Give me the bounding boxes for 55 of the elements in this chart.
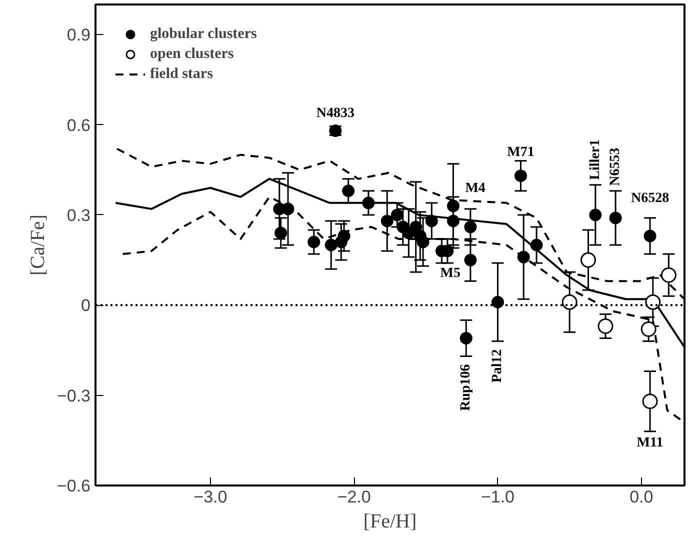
point [446,200,460,212]
annotation: M5 [440,266,460,282]
point [514,170,527,182]
y-tick-label: 0.6 [66,116,91,135]
annotation: M11 [636,435,664,450]
x-tick-label: −1.0 [480,488,515,506]
annotation: N6553 [608,148,624,186]
y-axis-title: [Ca/Fe] [26,214,49,276]
y-tick-label: −0.3 [56,386,90,406]
legend-label: globular clusters [150,25,257,43]
point [640,321,656,337]
point [308,236,320,248]
point [410,220,422,234]
annotation: N4833 [316,106,354,121]
x-tick-label: −2.0 [337,488,371,506]
y-tick-label: 0 [81,296,91,316]
annotation: Liller1 [588,139,603,180]
point [644,230,656,242]
point [598,318,614,334]
annotation: Rup106 [458,364,474,411]
legend-label: field stars [150,65,213,83]
point [491,296,504,308]
point [324,238,338,252]
point [342,184,355,198]
annotation: N6528 [630,190,670,206]
point [645,294,661,310]
legend-label: open clusters [150,45,234,63]
x-tick-label: 0.0 [630,488,654,506]
point [425,214,438,228]
point [609,212,622,224]
point [416,236,430,248]
point [589,208,602,222]
point [580,252,596,268]
point [530,238,543,252]
point [460,332,472,344]
y-tick-label: −0.6 [56,476,90,496]
point [464,220,477,234]
point [390,208,404,222]
x-tick-label: −3.0 [194,488,228,506]
y-tick-label: 0.3 [66,206,91,225]
y-tick-label: 0.9 [66,26,91,45]
point [274,226,288,240]
annotation: M71 [507,144,534,160]
point [446,214,460,228]
x-axis-title: [Fe/H] [363,510,417,532]
point [380,214,394,228]
point [660,267,676,283]
point [464,254,477,266]
point [642,394,658,410]
point [362,196,375,210]
annotation: Pal12 [490,349,506,383]
point [562,294,578,310]
annotation: M4 [465,180,486,196]
point [338,230,350,242]
point [517,250,530,264]
